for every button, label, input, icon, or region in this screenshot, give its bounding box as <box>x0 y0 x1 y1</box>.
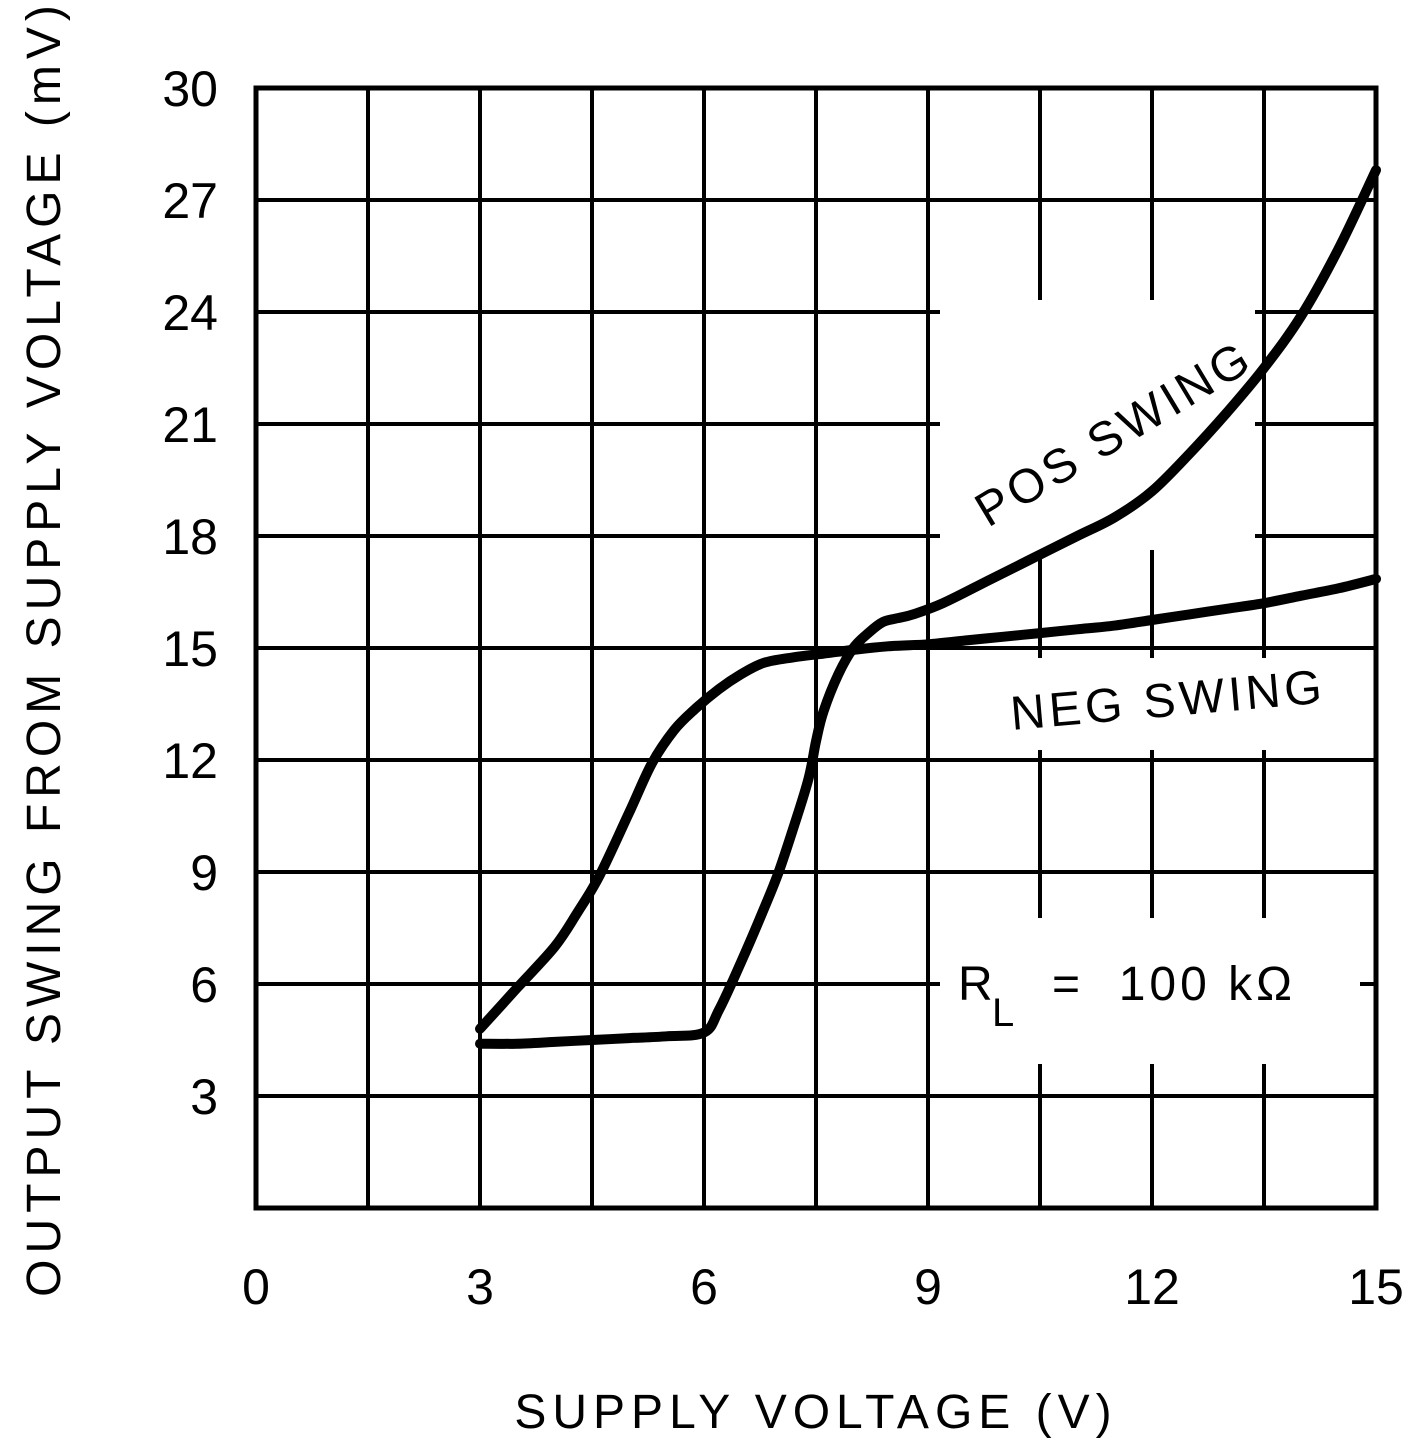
rl-label-mask <box>940 918 1360 1064</box>
y-tick-labels: 3 6 9 12 15 18 21 24 27 30 <box>162 61 218 1125</box>
y-axis-title: OUTPUT SWING FROM SUPPLY VOLTAGE (mV) <box>18 0 71 1297</box>
y-tick-label: 27 <box>162 173 218 229</box>
y-tick-label: 30 <box>162 61 218 117</box>
rl-symbol: R <box>958 958 997 1011</box>
y-tick-label: 9 <box>190 845 218 901</box>
pos-label-mask <box>940 300 1255 550</box>
x-tick-label: 0 <box>242 1259 270 1315</box>
rl-subscript: L <box>992 991 1018 1035</box>
x-axis-title: SUPPLY VOLTAGE (V) <box>514 1386 1117 1438</box>
y-tick-label: 15 <box>162 621 218 677</box>
rl-value: = 100 kΩ <box>1052 958 1296 1011</box>
x-tick-label: 6 <box>690 1259 718 1315</box>
x-tick-labels: 0 3 6 9 12 15 <box>242 1259 1404 1315</box>
y-tick-label: 24 <box>162 285 218 341</box>
y-tick-label: 3 <box>190 1069 218 1125</box>
x-tick-label: 15 <box>1348 1259 1404 1315</box>
y-tick-label: 18 <box>162 509 218 565</box>
y-tick-label: 21 <box>162 397 218 453</box>
x-tick-label: 3 <box>466 1259 494 1315</box>
neg-label-mask <box>990 658 1335 750</box>
y-tick-label: 6 <box>190 957 218 1013</box>
x-tick-label: 9 <box>914 1259 942 1315</box>
plot-frame <box>253 85 1379 1211</box>
y-tick-label: 12 <box>162 733 218 789</box>
neg-swing-line <box>475 573 1381 1034</box>
x-tick-label: 12 <box>1124 1259 1180 1315</box>
